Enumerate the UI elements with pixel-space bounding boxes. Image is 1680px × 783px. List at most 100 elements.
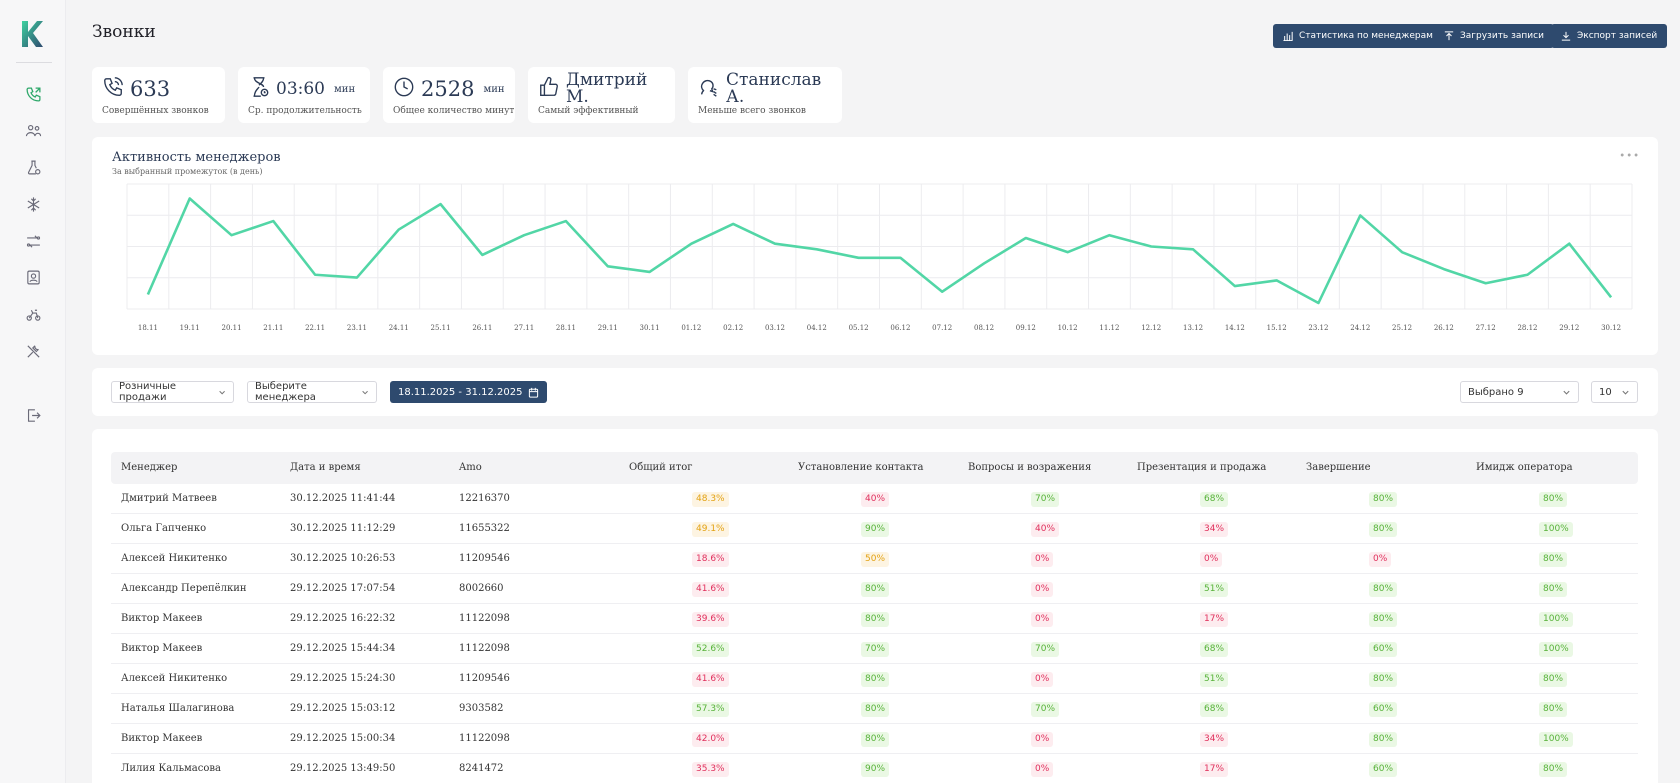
- bar-chart-icon: [1283, 31, 1293, 41]
- snowflake-icon: [27, 196, 39, 212]
- export-records-button[interactable]: Экспорт записей: [1551, 24, 1668, 48]
- table-row[interactable]: Александр Перепёлкин 29.12.2025 17:07:54 8…: [111, 574, 1638, 604]
- chart-menu-button[interactable]: •••: [1619, 151, 1640, 162]
- image-score-badge: 80%: [1539, 762, 1568, 777]
- download-icon: [1561, 31, 1571, 41]
- channel-select[interactable]: Розничные продажи: [111, 381, 234, 403]
- contact-score-badge: 90%: [861, 762, 890, 777]
- page-size-select[interactable]: 10: [1591, 381, 1638, 403]
- datetime-cell: 30.12.2025 10:26:53: [290, 553, 396, 564]
- x-tick-label: 09.12: [1016, 324, 1036, 332]
- presentation-score-badge: 34%: [1200, 732, 1229, 747]
- header-objections[interactable]: Вопросы и возражения: [968, 462, 1092, 473]
- tools-icon: [26, 344, 40, 358]
- closing-score-badge: 60%: [1369, 762, 1398, 777]
- header-manager[interactable]: Менеджер: [121, 462, 178, 473]
- amo-cell: 9303582: [459, 703, 504, 714]
- table-row[interactable]: Ольга Гапченко 30.12.2025 11:12:29 1165532…: [111, 514, 1638, 544]
- table-row[interactable]: Дмитрий Матвеев 30.12.2025 11:41:44 122163…: [111, 484, 1638, 514]
- amo-cell: 11209546: [459, 673, 510, 684]
- table-row[interactable]: Лилия Кальмасова 29.12.2025 13:49:50 82414…: [111, 754, 1638, 783]
- sidebar-item-tests[interactable]: [21, 155, 45, 179]
- datetime-cell: 30.12.2025 11:41:44: [290, 493, 396, 504]
- date-range-picker[interactable]: 18.11.2025 - 31.12.2025: [390, 381, 548, 403]
- sidebar-item-delivery[interactable]: [21, 302, 45, 326]
- manager-select[interactable]: Выберите менеджера: [247, 381, 377, 403]
- sidebar-item-settings[interactable]: [21, 339, 45, 363]
- x-tick-label: 29.12: [1559, 324, 1579, 332]
- total-score-badge: 41.6%: [692, 672, 729, 687]
- activity-chart: 18.11 19.11 20.11 21.11 22.11 23.11 24.11 25.11…: [126, 183, 1633, 332]
- image-score-badge: 80%: [1539, 702, 1568, 717]
- total-score-badge: 42.0%: [692, 732, 729, 747]
- users-icon: [25, 124, 41, 136]
- logo-icon[interactable]: [20, 20, 44, 48]
- date-range-value: 18.11.2025 - 31.12.2025: [398, 386, 523, 398]
- table-row[interactable]: Алексей Никитенко 30.12.2025 10:26:53 1120…: [111, 544, 1638, 574]
- contact-score-badge: 40%: [861, 492, 890, 507]
- image-score-badge: 80%: [1539, 552, 1568, 567]
- header-amo[interactable]: Amo: [459, 462, 482, 473]
- sidebar-item-integrations[interactable]: [21, 192, 45, 216]
- objections-score-badge: 0%: [1031, 672, 1054, 687]
- manager-cell: Виктор Макеев: [121, 733, 203, 744]
- header-image[interactable]: Имидж оператора: [1476, 462, 1573, 473]
- image-score-badge: 80%: [1539, 492, 1568, 507]
- x-tick-label: 29.11: [598, 324, 618, 332]
- sidebar-item-calls[interactable]: [21, 82, 45, 106]
- upload-records-button[interactable]: Загрузить записи: [1434, 24, 1554, 48]
- presentation-score-badge: 68%: [1200, 702, 1229, 717]
- manager-cell: Виктор Макеев: [121, 613, 203, 624]
- sidebar-item-logout[interactable]: [21, 403, 45, 427]
- kpi-avg-value: 03:60: [276, 78, 325, 99]
- closing-score-badge: 60%: [1369, 642, 1398, 657]
- manager-cell: Алексей Никитенко: [121, 673, 228, 684]
- x-tick-label: 26.11: [472, 324, 492, 332]
- manager-stats-button[interactable]: Статистика по менеджерам: [1273, 24, 1443, 48]
- sidebar-item-routes[interactable]: [21, 229, 45, 253]
- sidebar-item-managers[interactable]: [21, 118, 45, 142]
- x-tick-label: 13.12: [1183, 324, 1203, 332]
- table-row[interactable]: Виктор Макеев 29.12.2025 15:44:34 11122098…: [111, 634, 1638, 664]
- hourglass-icon: [248, 76, 270, 102]
- header-total[interactable]: Общий итог: [629, 462, 693, 473]
- presentation-score-badge: 51%: [1200, 582, 1229, 597]
- clock-icon: [393, 76, 415, 102]
- total-score-badge: 39.6%: [692, 612, 729, 627]
- sidebar-item-contacts[interactable]: [21, 265, 45, 289]
- presentation-score-badge: 17%: [1200, 762, 1229, 777]
- objections-score-badge: 0%: [1031, 552, 1054, 567]
- table-row[interactable]: Виктор Макеев 29.12.2025 15:00:34 11122098…: [111, 724, 1638, 754]
- image-score-badge: 80%: [1539, 582, 1568, 597]
- sidebar-divider: [16, 62, 52, 63]
- header-datetime[interactable]: Дата и время: [290, 462, 361, 473]
- columns-select-value: Выбрано 9: [1468, 386, 1524, 398]
- closing-score-badge: 80%: [1369, 522, 1398, 537]
- datetime-cell: 29.12.2025 15:00:34: [290, 733, 396, 744]
- manager-cell: Лилия Кальмасова: [121, 763, 221, 774]
- header-presentation[interactable]: Презентация и продажа: [1137, 462, 1267, 473]
- datetime-cell: 29.12.2025 17:07:54: [290, 583, 396, 594]
- image-score-badge: 80%: [1539, 672, 1568, 687]
- amo-cell: 11122098: [459, 733, 510, 744]
- header-closing[interactable]: Завершение: [1306, 462, 1371, 473]
- objections-score-badge: 0%: [1031, 732, 1054, 747]
- x-tick-label: 27.12: [1476, 324, 1496, 332]
- export-records-label: Экспорт записей: [1577, 31, 1658, 41]
- header-contact[interactable]: Установление контакта: [798, 462, 924, 473]
- objections-score-badge: 70%: [1031, 702, 1060, 717]
- presentation-score-badge: 51%: [1200, 672, 1229, 687]
- table-row[interactable]: Наталья Шалагинова 29.12.2025 15:03:12 930…: [111, 694, 1638, 724]
- x-tick-label: 15.12: [1267, 324, 1287, 332]
- image-score-badge: 100%: [1539, 612, 1573, 627]
- chart-title: Активность менеджеров: [112, 150, 281, 165]
- kpi-avg-unit: мин: [334, 83, 356, 95]
- chevron-down-icon: [362, 390, 368, 394]
- kpi-minutes-label: Общее количество минут: [393, 106, 515, 116]
- table-row[interactable]: Алексей Никитенко 29.12.2025 15:24:30 1120…: [111, 664, 1638, 694]
- columns-select[interactable]: Выбрано 9: [1460, 381, 1579, 403]
- chevron-down-icon: [1563, 390, 1570, 395]
- closing-score-badge: 0%: [1369, 552, 1392, 567]
- amo-cell: 8241472: [459, 763, 504, 774]
- table-row[interactable]: Виктор Макеев 29.12.2025 16:22:32 11122098…: [111, 604, 1638, 634]
